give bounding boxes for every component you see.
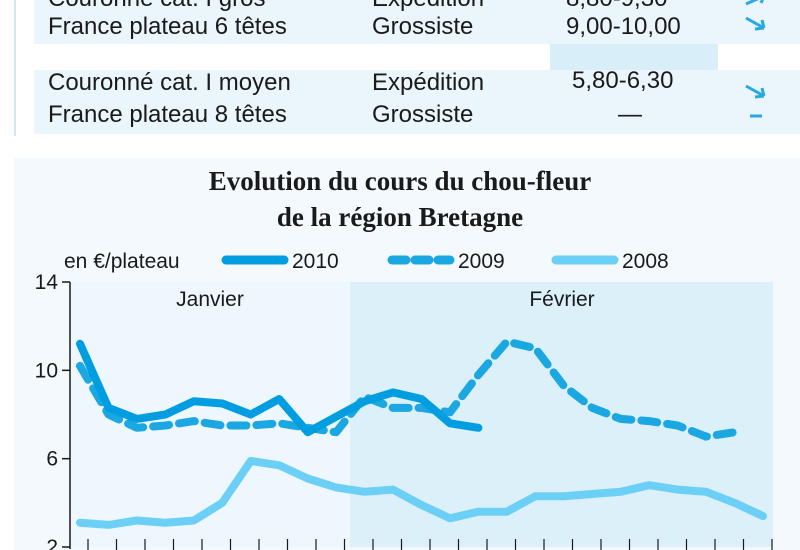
product-line2: France plateau 6 têtes	[48, 13, 287, 40]
market-line2: Grossiste	[372, 13, 474, 40]
price-table: Couronné cat. I gros France plateau 6 tê…	[14, 0, 800, 140]
market-line2: Grossiste	[372, 101, 474, 128]
trend-down-icon	[745, 16, 766, 31]
month-label: Février	[529, 288, 594, 311]
month-label: Janvier	[176, 288, 244, 311]
price-line2: —	[618, 101, 642, 128]
trend-down-icon	[745, 84, 766, 99]
y-tick-label: 14	[35, 271, 59, 294]
y-tick-label: 2	[46, 536, 58, 550]
trend-arrows	[745, 84, 766, 118]
chart-title-line2: de la région Bretagne	[276, 202, 524, 232]
table-row: Couronné cat. I moyen France plateau 8 t…	[34, 67, 800, 134]
price-line1: 8,80-9,30	[566, 0, 667, 14]
legend-label-2008: 2008	[622, 250, 669, 273]
legend-label-2010: 2010	[292, 250, 339, 273]
product-line1: Couronné cat. I gros	[48, 0, 265, 14]
y-tick-label: 10	[35, 359, 58, 382]
price-line1: 5,80-6,30	[572, 67, 674, 94]
table-row: Couronné cat. I gros France plateau 6 tê…	[34, 0, 800, 44]
market-line1: Expédition	[372, 0, 484, 14]
trend-up-icon	[745, 0, 764, 6]
market-line1: Expédition	[372, 69, 485, 96]
chart-title-line1: Evolution du cours du chou-fleur	[208, 166, 592, 196]
product-line1: Couronné cat. I moyen	[48, 69, 291, 96]
product-line2: France plateau 8 têtes	[48, 101, 287, 128]
series-line-2009	[76, 337, 739, 441]
y-tick-label: 6	[46, 448, 58, 471]
series-line-2008	[76, 456, 767, 529]
price-line2: 9,00-10,00	[566, 13, 681, 40]
trend-arrows	[745, 0, 766, 31]
series-line-2010	[76, 339, 483, 437]
legend-label-2009: 2009	[458, 250, 505, 273]
table-left-border	[14, 0, 16, 136]
y-axis-label: en €/plateau	[64, 250, 180, 273]
month-band-fevrier	[350, 282, 773, 547]
